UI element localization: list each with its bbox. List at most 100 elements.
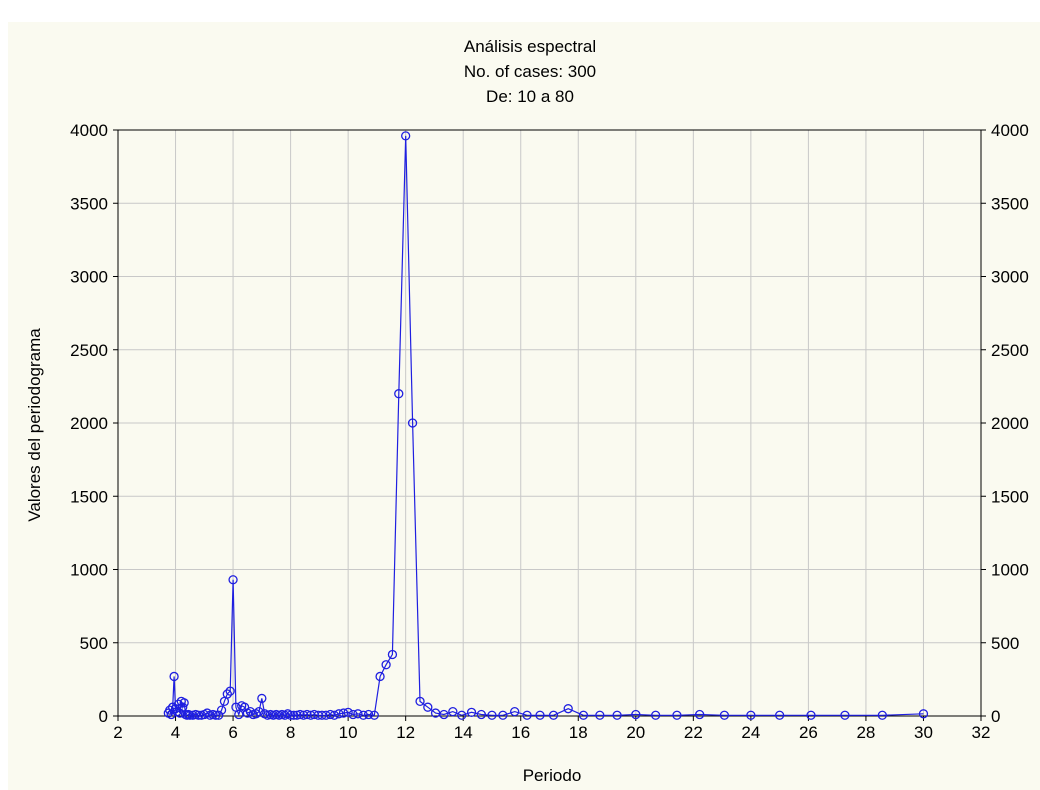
data-point: [363, 709, 374, 720]
x-tick-label: 14: [454, 723, 473, 742]
data-point: [498, 710, 508, 720]
data-point: [578, 710, 589, 720]
data-point: [415, 696, 425, 706]
data-point: [228, 575, 238, 585]
data-point: [806, 710, 816, 720]
y-tick-label-left: 500: [80, 634, 108, 653]
chart-title: Análisis espectral: [464, 37, 596, 56]
data-point: [918, 709, 929, 719]
data-point: [487, 710, 497, 720]
data-point: [672, 710, 682, 720]
data-point: [719, 710, 730, 720]
data-point: [289, 710, 299, 720]
data-point: [650, 710, 661, 720]
data-point: [325, 709, 335, 720]
data-point: [423, 702, 433, 712]
data-point: [353, 709, 363, 719]
y-tick-label-right: 2000: [991, 414, 1029, 433]
y-tick-label-left: 4000: [70, 121, 108, 140]
data-point: [631, 709, 641, 720]
chart-subtitle-line-1: No. of cases: 300: [464, 62, 596, 81]
data-point: [216, 705, 227, 715]
y-tick-label-right: 3000: [991, 268, 1029, 287]
data-point: [535, 710, 545, 720]
y-tick-label-left: 2500: [70, 341, 108, 360]
data-point: [476, 709, 486, 720]
data-point: [214, 710, 224, 720]
x-tick-label: 22: [684, 723, 703, 742]
x-tick-label: 10: [339, 723, 358, 742]
x-tick-label: 4: [171, 723, 180, 742]
x-tick-label: 26: [799, 723, 818, 742]
data-point: [202, 708, 212, 718]
data-point: [343, 707, 353, 717]
data-point: [394, 389, 404, 399]
chart-panel: Análisis espectral No. of cases: 300 De:…: [8, 22, 1040, 790]
data-point: [774, 710, 785, 720]
data-point: [448, 706, 458, 717]
series-line: [167, 135, 924, 717]
data-point: [439, 709, 449, 720]
data-point: [369, 710, 379, 720]
x-tick-label: 16: [511, 723, 530, 742]
chart-subtitle-line-2: De: 10 a 80: [486, 87, 574, 106]
x-tick-label: 30: [914, 723, 933, 742]
data-point: [375, 671, 385, 682]
data-point: [695, 709, 705, 720]
data-point: [548, 710, 559, 720]
x-axis-label: Periodo: [523, 766, 582, 785]
y-tick-label-left: 2000: [70, 414, 108, 433]
x-tick-label: 28: [856, 723, 875, 742]
data-point: [466, 707, 477, 717]
y-tick-label-right: 3500: [991, 194, 1029, 213]
x-tick-label: 20: [626, 723, 645, 742]
data-point: [510, 706, 520, 717]
data-series: [163, 131, 929, 720]
x-tick-label: 2: [113, 723, 122, 742]
x-tick-label: 12: [396, 723, 415, 742]
data-point: [334, 709, 344, 719]
y-tick-label-left: 3500: [70, 194, 108, 213]
data-point: [302, 709, 312, 720]
y-tick-label-left: 1000: [70, 561, 108, 580]
y-tick-label-right: 0: [991, 707, 1000, 726]
data-point: [595, 710, 605, 720]
data-point: [257, 693, 267, 704]
x-tick-label: 32: [972, 723, 991, 742]
data-point: [211, 710, 221, 720]
data-point: [193, 710, 204, 720]
data-point: [522, 710, 532, 720]
y-axis-label: Valores del periodograma: [25, 328, 44, 522]
data-point: [563, 704, 573, 714]
data-point: [295, 709, 305, 720]
data-point: [338, 708, 349, 718]
data-point: [381, 660, 391, 670]
data-point: [254, 706, 264, 717]
data-point: [239, 702, 250, 712]
y-tick-label-left: 0: [99, 707, 108, 726]
data-point: [348, 709, 358, 720]
y-tick-label-right: 1500: [991, 487, 1029, 506]
x-tick-label: 8: [286, 723, 295, 742]
periodogram-chart: Análisis espectral No. of cases: 300 De:…: [25, 37, 1029, 785]
data-point: [222, 689, 232, 699]
x-tick-label: 24: [741, 723, 760, 742]
y-tick-label-right: 4000: [991, 121, 1029, 140]
data-point: [358, 710, 369, 720]
y-tick-label-right: 500: [991, 634, 1019, 653]
x-tick-label: 18: [569, 723, 588, 742]
data-point: [179, 698, 189, 708]
y-tick-label-right: 1000: [991, 561, 1029, 580]
data-point: [298, 710, 309, 720]
data-point: [877, 710, 887, 720]
data-point: [401, 131, 411, 141]
y-tick-label-left: 1500: [70, 487, 108, 506]
data-point: [746, 710, 756, 720]
data-point: [840, 710, 850, 720]
data-point: [387, 649, 398, 660]
grid-lines: [118, 130, 981, 716]
data-point: [225, 686, 235, 696]
y-tick-label-right: 2500: [991, 341, 1029, 360]
data-point: [285, 710, 296, 720]
